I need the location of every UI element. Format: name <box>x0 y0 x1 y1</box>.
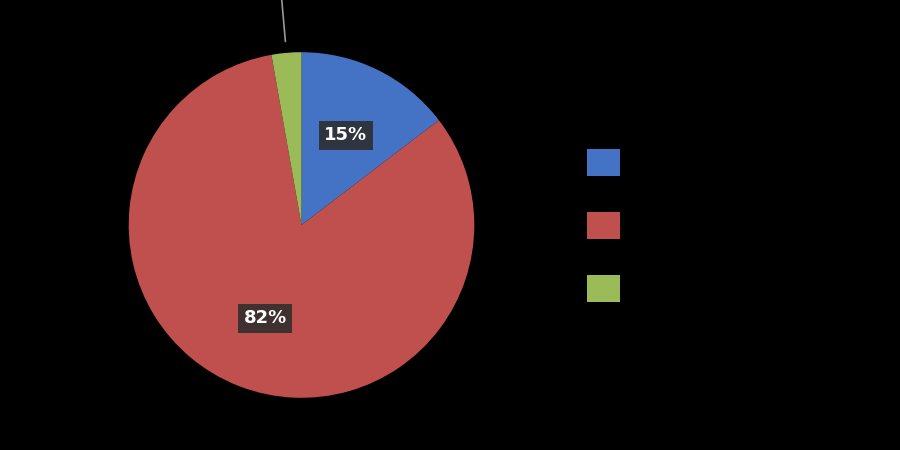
Wedge shape <box>129 55 474 398</box>
Text: 18 to 64 (593 patients): 18 to 64 (593 patients) <box>640 216 832 234</box>
Text: ≥65 (20 patients): ≥65 (20 patients) <box>640 279 788 297</box>
Text: 15%: 15% <box>324 126 367 144</box>
Wedge shape <box>272 52 302 225</box>
FancyBboxPatch shape <box>587 148 620 176</box>
Text: 3%: 3% <box>265 0 295 41</box>
Text: 82%: 82% <box>244 309 287 327</box>
Text: <18 (105 patients): <18 (105 patients) <box>640 153 798 171</box>
FancyBboxPatch shape <box>587 212 620 239</box>
Wedge shape <box>302 52 439 225</box>
FancyBboxPatch shape <box>587 274 620 302</box>
